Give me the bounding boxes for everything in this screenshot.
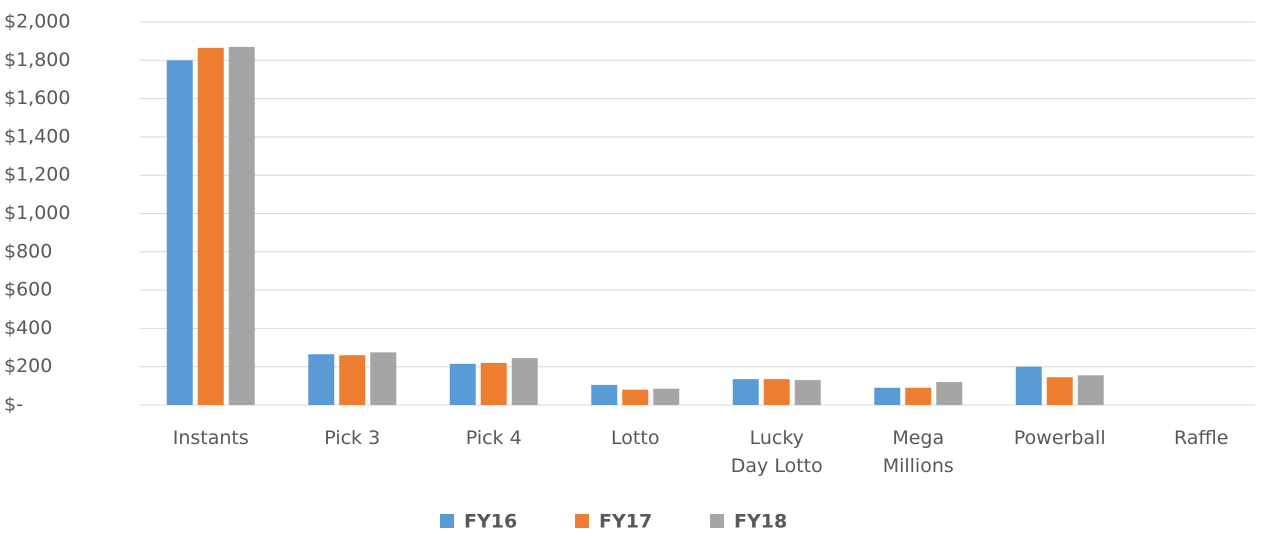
bar bbox=[197, 47, 224, 405]
legend-swatch bbox=[440, 514, 454, 528]
y-tick-label: $800 bbox=[4, 240, 52, 262]
y-tick-label: $1,200 bbox=[4, 164, 70, 186]
legend-label: FY17 bbox=[599, 511, 652, 533]
legend-swatch bbox=[710, 514, 724, 528]
bar bbox=[622, 389, 649, 405]
bar bbox=[308, 354, 335, 405]
x-tick-label: Lucky Day Lotto bbox=[730, 427, 823, 477]
x-tick-label: Instants bbox=[172, 427, 249, 449]
legend-label: FY18 bbox=[734, 511, 787, 533]
legend-swatch bbox=[575, 514, 589, 528]
legend-label: FY16 bbox=[464, 511, 517, 533]
y-tick-label: $1,600 bbox=[4, 87, 70, 109]
bar bbox=[1046, 377, 1073, 405]
bar bbox=[763, 379, 790, 405]
y-tick-label: $2,000 bbox=[4, 11, 70, 33]
x-tick-label: Lotto bbox=[611, 427, 660, 449]
y-tick-label: $- bbox=[4, 394, 23, 416]
bar bbox=[874, 387, 901, 405]
bar bbox=[794, 380, 821, 405]
bar bbox=[339, 355, 366, 405]
x-tick-label: Powerball bbox=[1013, 427, 1106, 449]
y-tick-label: $1,800 bbox=[4, 49, 70, 71]
bar bbox=[449, 363, 476, 405]
bar bbox=[732, 379, 759, 405]
y-tick-label: $200 bbox=[4, 355, 52, 377]
y-tick-label: $1,000 bbox=[4, 202, 70, 224]
x-tick-label: Raffle bbox=[1174, 427, 1229, 449]
y-tick-label: $1,400 bbox=[4, 125, 70, 147]
bar bbox=[653, 388, 680, 405]
y-tick-label: $400 bbox=[4, 317, 52, 339]
x-tick-label: Pick 3 bbox=[324, 427, 381, 449]
x-tick-label: Mega Millions bbox=[882, 427, 954, 477]
y-tick-label: $600 bbox=[4, 279, 52, 301]
bar bbox=[936, 382, 963, 405]
x-tick-label: Pick 4 bbox=[465, 427, 522, 449]
bar bbox=[905, 387, 932, 405]
bar bbox=[511, 358, 538, 405]
bar bbox=[166, 60, 193, 406]
bar bbox=[228, 46, 255, 406]
bar bbox=[591, 384, 618, 405]
bar bbox=[1015, 366, 1042, 405]
bar bbox=[370, 352, 397, 405]
bar bbox=[480, 362, 507, 405]
bar bbox=[1077, 375, 1104, 405]
